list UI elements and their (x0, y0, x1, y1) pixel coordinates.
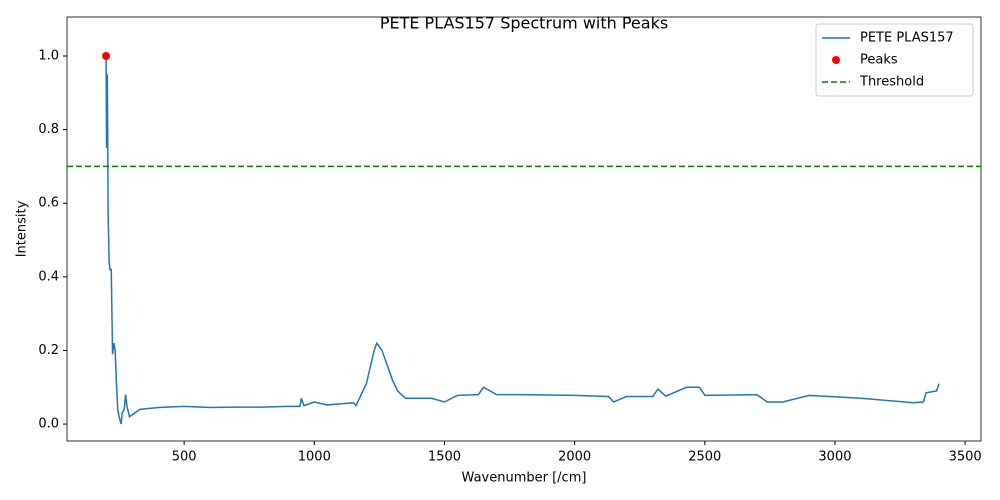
x-tick-label: 1000 (298, 450, 331, 465)
y-tick-label: 1.0 (38, 49, 59, 64)
x-tick-label: 2000 (558, 450, 591, 465)
legend-label: Peaks (860, 53, 898, 68)
legend-marker (832, 56, 840, 64)
legend-label: PETE PLAS157 (860, 31, 954, 46)
chart-title: PETE PLAS157 Spectrum with Peaks (380, 14, 668, 33)
y-tick-label: 0.8 (38, 122, 59, 137)
y-tick-label: 0.0 (38, 417, 59, 432)
spectrum-line (105, 56, 940, 425)
x-tick-label: 3500 (949, 450, 982, 465)
x-tick-label: 1500 (428, 450, 461, 465)
y-axis-label: Intensity (15, 200, 30, 257)
x-tick-label: 2500 (688, 450, 721, 465)
y-tick-label: 0.6 (38, 196, 59, 211)
y-tick-label: 0.4 (38, 269, 59, 284)
x-tick-label: 500 (172, 450, 197, 465)
y-tick-label: 0.2 (38, 343, 59, 358)
x-tick-label: 3000 (818, 450, 851, 465)
peak-marker (102, 52, 111, 61)
legend-label: Threshold (859, 75, 924, 90)
plot-frame (66, 16, 982, 442)
x-axis-label: Wavenumber [/cm] (462, 471, 587, 486)
legend-box (815, 23, 974, 97)
